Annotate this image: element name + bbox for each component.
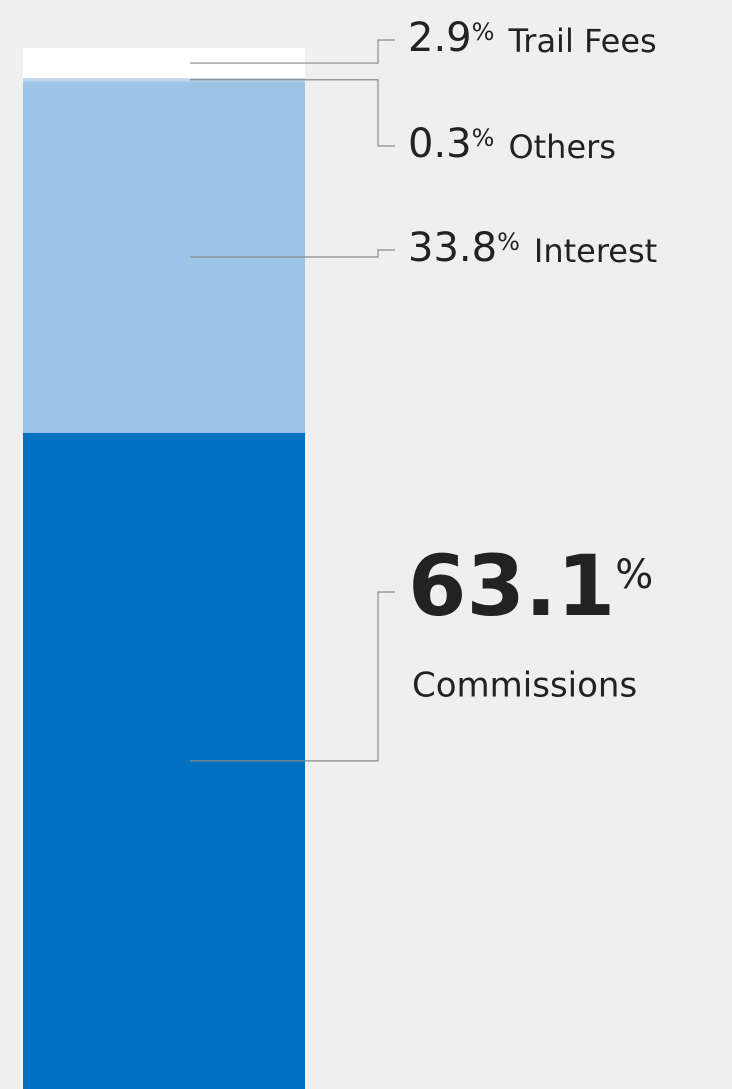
value-label: 33.8% xyxy=(408,225,520,271)
bar-segment xyxy=(23,78,305,82)
unit: % xyxy=(497,228,520,256)
leader-line xyxy=(190,249,395,258)
series-name: Trail Fees xyxy=(507,22,656,60)
value: 0.3 xyxy=(408,121,472,167)
value-label: 0.3% xyxy=(408,121,494,167)
unit: % xyxy=(472,124,495,152)
unit: % xyxy=(615,552,653,598)
series-name: Interest xyxy=(534,232,657,270)
value: 2.9 xyxy=(408,15,472,61)
value: 63.1 xyxy=(408,537,615,635)
value-label: 63.1% xyxy=(408,537,653,635)
series-name: Commissions xyxy=(412,666,637,706)
unit: % xyxy=(472,18,495,46)
value: 33.8 xyxy=(408,225,497,271)
series-name: Others xyxy=(508,128,616,166)
leader-line xyxy=(190,591,395,762)
leader-line xyxy=(190,79,395,147)
leader-line xyxy=(190,39,395,64)
value-label: 2.9% xyxy=(408,15,494,61)
